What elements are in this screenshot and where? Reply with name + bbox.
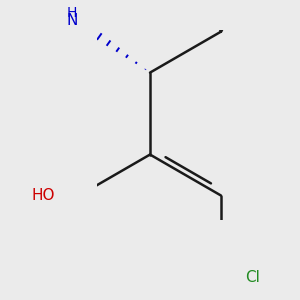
Text: N: N bbox=[66, 13, 78, 28]
Text: HO: HO bbox=[31, 188, 55, 203]
Text: Cl: Cl bbox=[245, 270, 260, 285]
Text: H: H bbox=[67, 6, 77, 20]
